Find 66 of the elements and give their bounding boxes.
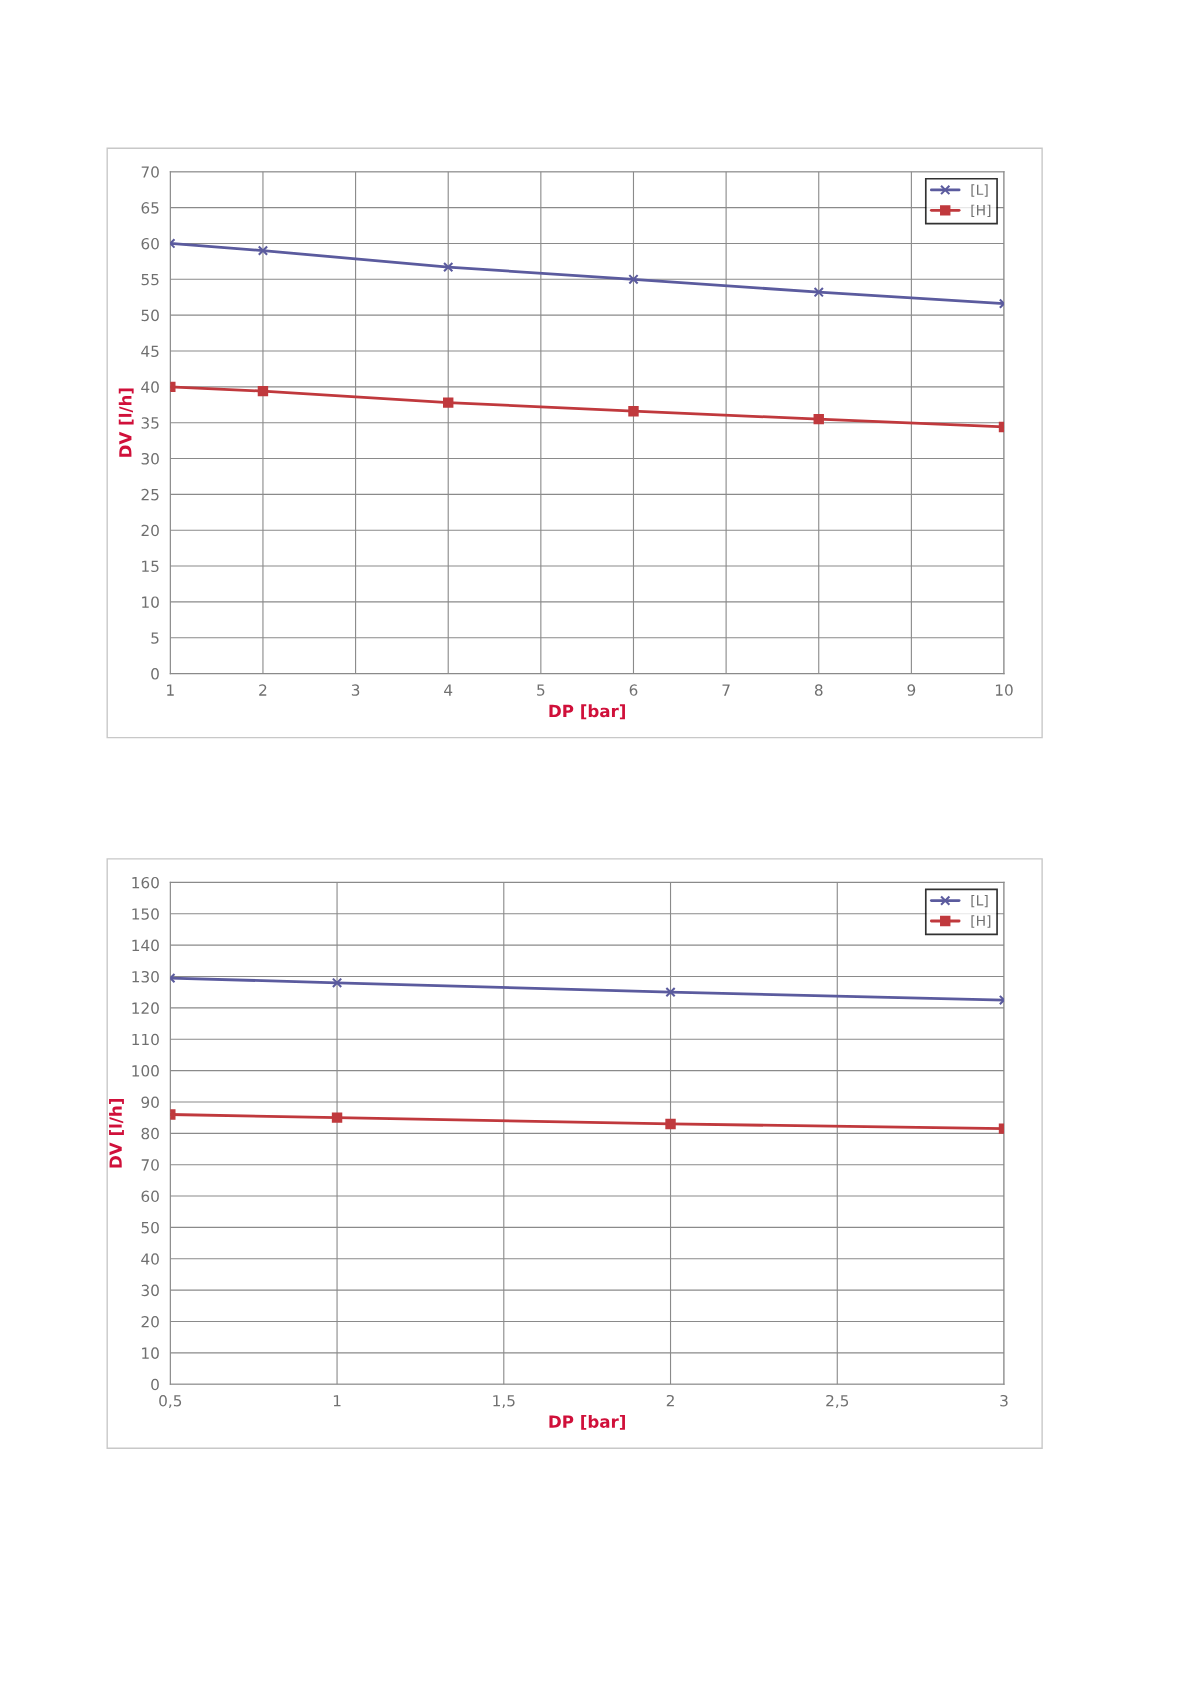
point	[665, 986, 676, 998]
x-tick-label: 3	[1000, 1394, 1008, 1407]
point	[443, 261, 454, 273]
x-tick-label: 2	[259, 684, 267, 696]
y-tick-label: 50	[141, 309, 159, 322]
x-tick-label: 8	[814, 684, 823, 696]
y-tick-label: 0	[151, 1378, 159, 1391]
y-axis-title: DV [l/h]	[118, 388, 134, 457]
x-tick-label: 5	[537, 684, 545, 696]
y-tick-label: 35	[141, 417, 159, 429]
y-tick-label: 0	[151, 668, 159, 680]
x-tick-label: 0,5	[159, 1394, 182, 1409]
y-tick-label: 45	[141, 345, 159, 358]
y-tick-label: 160	[132, 876, 159, 889]
legend-label: [H]	[971, 204, 991, 218]
x-axis-title: DP [bar]	[549, 1415, 625, 1430]
x-tick-label: 1,5	[493, 1395, 515, 1409]
legend-label: [L]	[971, 894, 988, 908]
y-tick-label: 120	[132, 1002, 159, 1014]
y-tick-label: 140	[132, 939, 159, 952]
point	[665, 1118, 676, 1130]
y-tick-label: 20	[141, 1315, 159, 1328]
y-tick-label: 5	[151, 632, 159, 644]
y-tick-label: 110	[132, 1033, 159, 1046]
x-tick-label: 3	[351, 684, 360, 696]
y-tick-label: 10	[142, 596, 159, 608]
x-tick-label: 9	[907, 684, 916, 696]
y-tick-label: 40	[141, 381, 159, 393]
x-tick-label: 6	[629, 684, 638, 696]
y-tick-label: 130	[132, 970, 159, 983]
x-tick-label: 1	[333, 1395, 341, 1407]
y-tick-label: 60	[141, 237, 159, 250]
x-tick-label: 10	[995, 684, 1013, 696]
y-tick-label: 90	[141, 1096, 159, 1108]
x-tick-label: 1	[167, 684, 174, 696]
x-tick-label: 2	[666, 1394, 674, 1407]
x-axis-title: DP [bar]	[549, 704, 625, 720]
legend-label: [H]	[971, 915, 991, 928]
point	[628, 406, 639, 417]
y-tick-label: 100	[132, 1065, 159, 1077]
y-tick-label: 50	[141, 1221, 159, 1234]
point	[443, 397, 454, 408]
y-tick-label: 10	[142, 1347, 159, 1359]
y-tick-label: 65	[141, 202, 159, 214]
y-tick-label: 30	[141, 452, 159, 465]
point	[813, 413, 824, 425]
point	[257, 245, 269, 256]
x-tick-label: 2,5	[826, 1394, 849, 1409]
y-tick-label: 25	[141, 488, 159, 501]
y-tick-label: 70	[141, 166, 159, 178]
y-tick-label: 150	[132, 908, 159, 920]
y-tick-label: 20	[141, 524, 159, 537]
point	[628, 274, 639, 285]
y-axis-title: DV [l/h]	[109, 1099, 124, 1168]
y-tick-label: 60	[141, 1190, 159, 1203]
point	[257, 385, 269, 397]
y-tick-label: 55	[141, 273, 159, 286]
y-tick-label: 80	[141, 1127, 159, 1140]
legend-label: [L]	[971, 184, 988, 197]
x-tick-label: 4	[444, 684, 453, 696]
point	[813, 287, 824, 298]
y-tick-label: 70	[141, 1159, 159, 1171]
x-tick-label: 7	[722, 684, 730, 696]
y-tick-label: 30	[141, 1284, 159, 1297]
y-tick-label: 15	[142, 560, 159, 573]
y-tick-label: 40	[141, 1253, 159, 1265]
